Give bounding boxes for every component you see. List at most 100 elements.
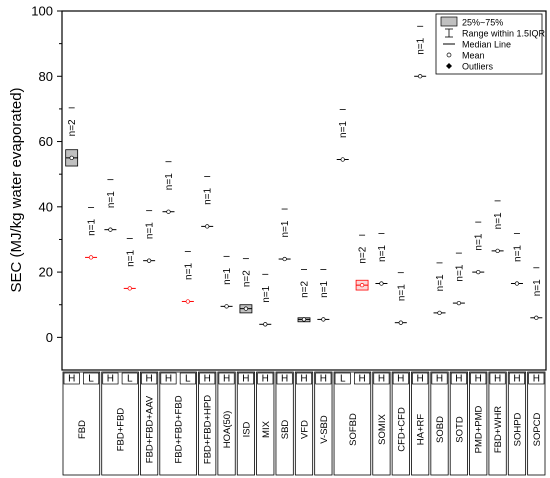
legend-label: Median Line <box>462 40 511 50</box>
mode-label: L <box>88 374 94 385</box>
category-label: CFD+CFD <box>396 407 407 452</box>
mode-label: H <box>146 374 153 385</box>
mean-marker <box>379 281 384 286</box>
y-axis: 0 20 40 60 80 100 <box>31 4 62 345</box>
mode-label: H <box>455 374 462 385</box>
legend-box-swatch <box>440 16 458 27</box>
category-label: FBD <box>77 420 88 439</box>
category-label: SOFBD <box>348 413 359 446</box>
category-group-box <box>294 371 314 476</box>
category-group-box <box>217 371 236 476</box>
y-tick-label: 60 <box>39 134 53 149</box>
category-label: SOHPD <box>512 412 523 446</box>
n-label: n=1 <box>532 279 543 296</box>
category-group-box <box>372 371 391 476</box>
category-label: VFD <box>300 420 311 439</box>
category-label: SOTD <box>454 416 465 443</box>
category-group-box <box>333 371 372 476</box>
mean-marker <box>243 306 249 311</box>
legend-label: Outliers <box>462 62 494 72</box>
mean-marker <box>146 258 152 263</box>
category-group-box <box>140 371 159 476</box>
category-label: FBD+FBD+AAV <box>145 395 156 463</box>
mode-box <box>237 372 254 385</box>
mean-marker <box>321 317 326 322</box>
n-label: n=1 <box>125 249 136 266</box>
y-axis-label: SEC (MJ/kg water evaporated) <box>8 87 25 292</box>
n-label: n=2 <box>300 280 311 297</box>
mode-label: H <box>107 374 114 385</box>
n-label: n=1 <box>416 37 427 54</box>
mode-box <box>470 372 487 385</box>
mode-label: H <box>242 374 249 385</box>
mode-box <box>218 372 235 385</box>
plot-axes <box>61 10 547 371</box>
n-label: n=2 <box>67 119 78 136</box>
mode-box <box>373 372 390 385</box>
mode-box <box>412 372 429 385</box>
category-group-box <box>469 371 488 476</box>
legend-outlier-swatch <box>446 63 452 69</box>
n-label: n=1 <box>396 284 407 301</box>
mode-label: H <box>281 374 288 385</box>
category-group-box <box>430 371 449 476</box>
legend-mean-swatch <box>446 52 452 58</box>
category-label: FBD+FBD <box>116 408 127 452</box>
category-group-box <box>527 371 546 476</box>
mean-marker <box>224 304 229 309</box>
mean-marker <box>282 256 287 262</box>
category-group-box <box>488 371 507 476</box>
mean-marker <box>263 322 268 327</box>
mean-marker <box>534 315 539 320</box>
n-label: n=2 <box>358 246 369 263</box>
mode-box <box>179 372 196 385</box>
mean-marker <box>185 299 190 304</box>
mode-label: H <box>397 374 404 385</box>
n-label: n=1 <box>493 212 504 229</box>
category-label: SOMIX <box>377 414 388 445</box>
category-group-box <box>236 371 256 476</box>
mode-box <box>276 372 293 385</box>
mean-marker <box>437 310 442 316</box>
mode-label: H <box>320 374 327 385</box>
legend-label: 25%~75% <box>462 18 503 28</box>
mode-label: L <box>185 374 191 385</box>
mean-marker <box>359 282 365 288</box>
category-label: SBD <box>280 420 291 440</box>
n-label: n=1 <box>261 285 272 302</box>
mode-box <box>508 372 525 385</box>
n-label: n=1 <box>183 263 194 280</box>
mode-box <box>83 372 100 385</box>
category-group-box <box>449 371 468 476</box>
n-label: n=1 <box>280 220 291 237</box>
y-tick-label: 80 <box>39 69 53 84</box>
category-group-box <box>411 371 430 476</box>
category-group-box <box>256 371 275 476</box>
category-label: FBD+FBD+HPD <box>203 395 214 464</box>
y-tick-label: 40 <box>39 199 53 214</box>
mode-label: H <box>417 374 424 385</box>
mode-box <box>450 372 467 385</box>
mode-label: H <box>300 374 307 385</box>
data-marks <box>65 74 543 327</box>
mode-label: H <box>475 374 482 385</box>
category-label: MIX <box>261 420 272 438</box>
mode-label: H <box>513 374 520 385</box>
mean-marker <box>88 255 94 260</box>
n-label: n=1 <box>512 245 523 262</box>
mode-label: H <box>378 374 385 385</box>
category-group-box <box>391 371 410 476</box>
mean-marker <box>69 155 74 161</box>
mode-box <box>141 372 158 385</box>
category-group-box <box>314 371 333 476</box>
mode-box <box>489 372 506 385</box>
mean-marker <box>166 209 171 214</box>
mode-box <box>431 372 448 385</box>
category-label: FBD+FBD+FBD <box>174 395 185 463</box>
legend-label: Range within 1.5IQR <box>462 29 546 39</box>
n-label: n=1 <box>203 187 214 204</box>
mode-label: H <box>223 374 230 385</box>
category-label: ISD <box>241 421 252 437</box>
mean-marker <box>205 224 210 229</box>
